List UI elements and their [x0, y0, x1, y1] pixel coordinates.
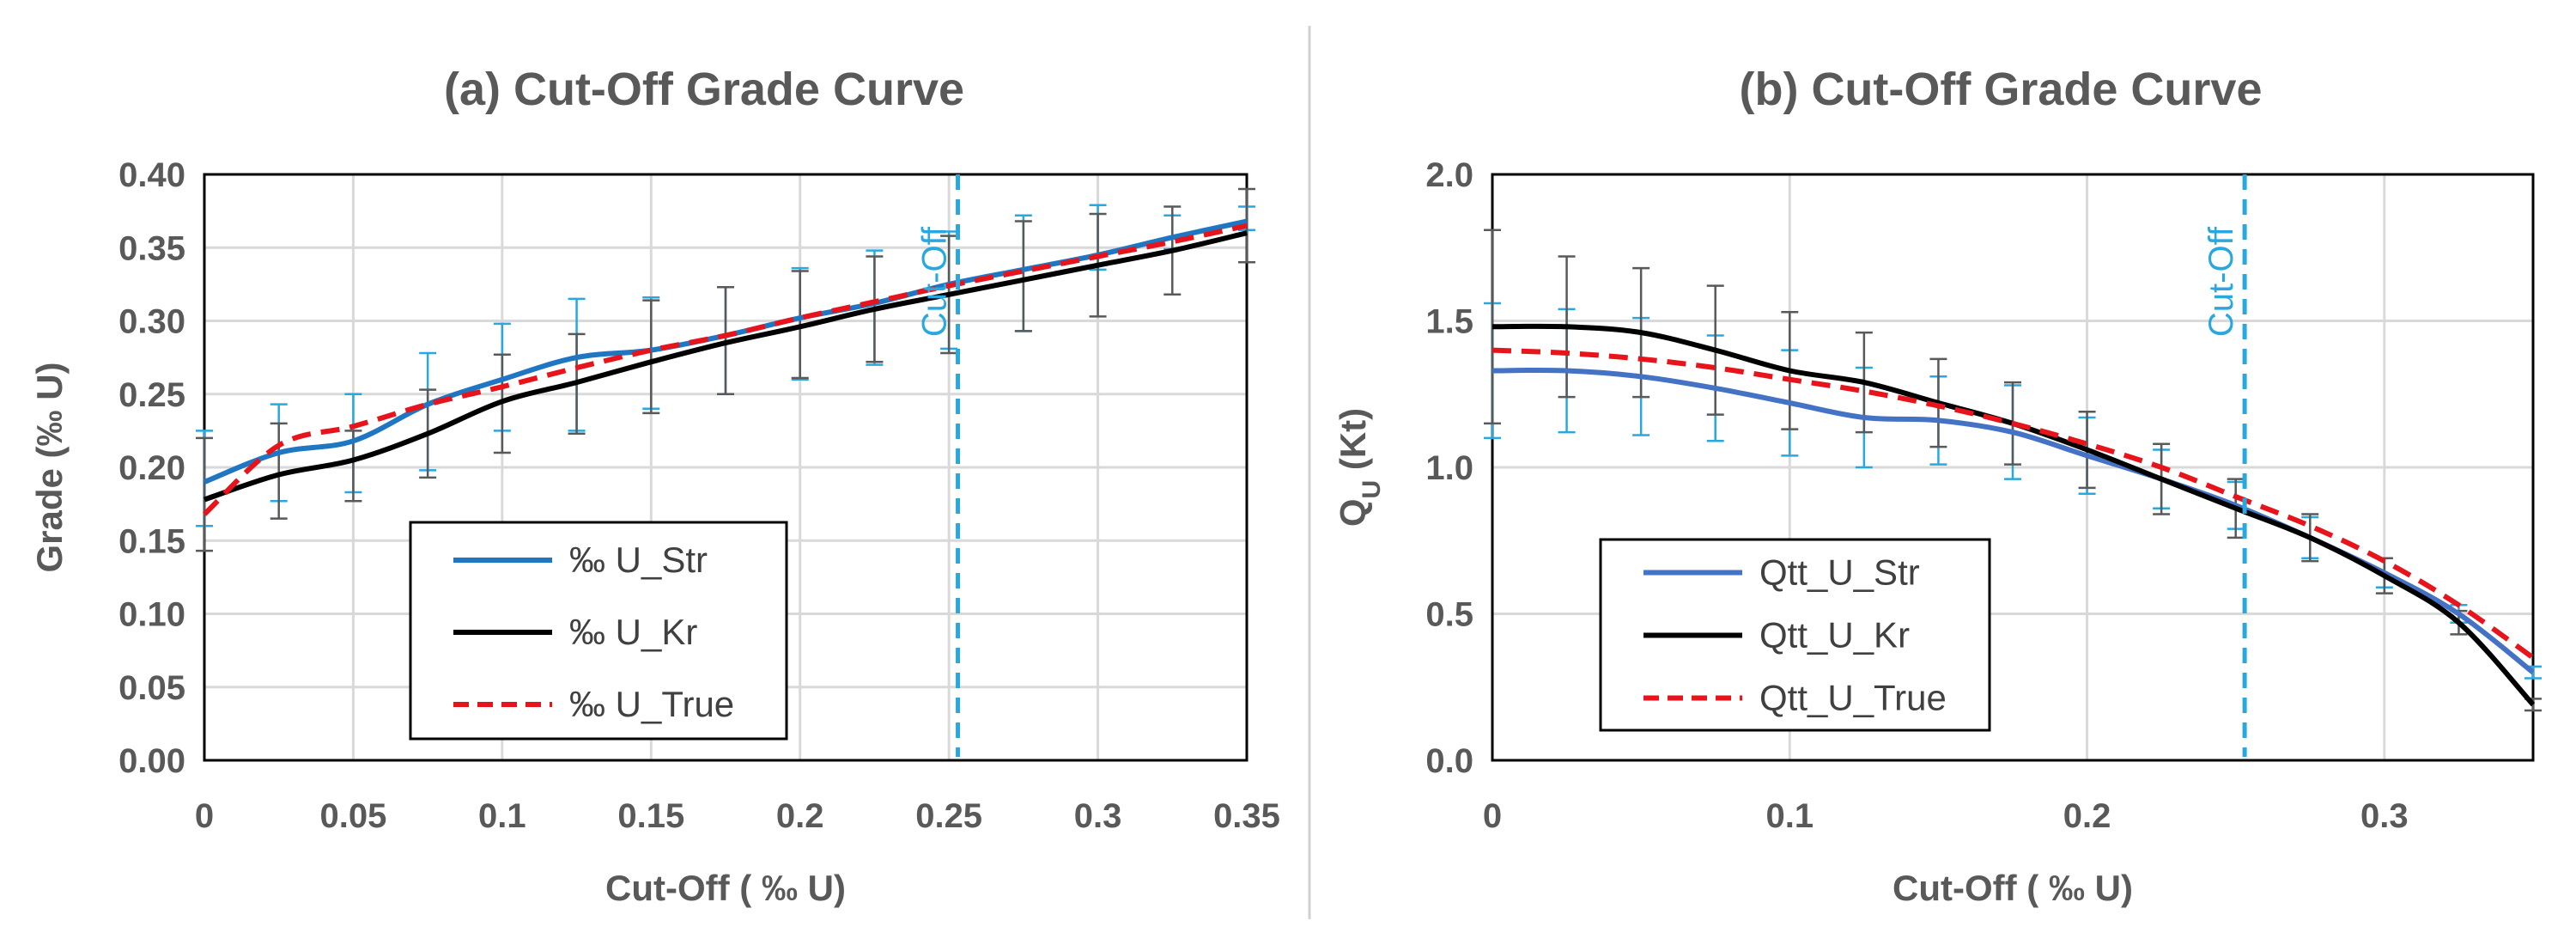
- legend-b: Qtt_U_Str Qtt_U_Kr Qtt_U_True: [1599, 538, 1991, 732]
- y-axis-label-sub-b: U: [1358, 480, 1386, 499]
- x-tick-label-a-7: 0.35: [1213, 797, 1280, 835]
- legend-label-a-u-true: ‰ U_True: [569, 684, 734, 724]
- x-tick-label-a-2: 0.1: [478, 797, 526, 835]
- y-axis-label-suffix-b: (Kt): [1333, 408, 1373, 480]
- series-line-a-u-true: [202, 223, 1248, 516]
- y-tick-label-a-7: 0.35: [118, 229, 185, 267]
- series-line-a-u-kr: [204, 230, 1248, 503]
- x-tick-label-a-5: 0.25: [915, 797, 982, 835]
- y-tick-label-b-3: 1.5: [1425, 303, 1473, 341]
- panel-b: (b) Cut-Off Grade Curve 0 0.1 0.2 0.3 0.0 0.5 1…: [1333, 64, 2542, 908]
- plot-area-b: [1491, 173, 2535, 762]
- y-tick-label-a-0: 0.00: [118, 742, 185, 780]
- y-tick-label-a-6: 0.30: [118, 303, 185, 341]
- x-axis-label-a: Cut-Off ( ‰ U): [605, 868, 846, 908]
- legend-label-a-u-str: ‰ U_Str: [569, 540, 708, 580]
- y-tick-label-b-4: 2.0: [1425, 156, 1473, 194]
- legend-a: ‰ U_Str ‰ U_Kr ‰ U_True: [409, 521, 788, 741]
- chart-title-a: (a) Cut-Off Grade Curve: [444, 64, 964, 115]
- legend-label-b-qtt-u-str: Qtt_U_Str: [1759, 552, 1920, 593]
- y-tick-label-a-4: 0.20: [118, 449, 185, 487]
- y-tick-label-a-3: 0.15: [118, 522, 185, 560]
- chart-title-b: (b) Cut-Off Grade Curve: [1739, 64, 2262, 115]
- y-tick-label-b-0: 0.0: [1425, 742, 1473, 780]
- x-tick-label-b-2: 0.2: [2063, 797, 2111, 835]
- y-axis-label-a: Grade (‰ U): [29, 362, 70, 572]
- cutoff-label-b: Cut-Off: [2202, 226, 2240, 337]
- y-axis-label-b: QU (Kt): [1333, 408, 1386, 527]
- y-axis-label-main-b: Q: [1333, 498, 1373, 527]
- x-tick-label-a-3: 0.15: [617, 797, 684, 835]
- series-line-b-qtt-u-true: [1492, 347, 2535, 661]
- x-tick-label-a-4: 0.2: [776, 797, 824, 835]
- y-tick-label-a-1: 0.05: [118, 669, 185, 707]
- y-tick-label-b-1: 0.5: [1425, 596, 1473, 634]
- panel-a: (a) Cut-Off Grade Curve 0 0.05 0.1 0.15 0.2 0.…: [29, 64, 1280, 908]
- x-tick-label-a-6: 0.3: [1074, 797, 1122, 835]
- legend-label-b-qtt-u-kr: Qtt_U_Kr: [1759, 615, 1910, 655]
- y-tick-label-b-2: 1.0: [1425, 449, 1473, 487]
- y-tick-label-a-2: 0.10: [118, 596, 185, 634]
- x-tick-label-b-0: 0: [1483, 797, 1502, 835]
- legend-label-b-qtt-u-true: Qtt_U_True: [1759, 678, 1947, 718]
- x-tick-label-a-0: 0: [195, 797, 214, 835]
- x-tick-label-a-1: 0.05: [319, 797, 386, 835]
- y-tick-label-a-5: 0.25: [118, 376, 185, 414]
- x-axis-label-b: Cut-Off ( ‰ U): [1893, 868, 2133, 908]
- y-tick-label-a-8: 0.40: [118, 156, 185, 194]
- x-tick-label-b-3: 0.3: [2360, 797, 2409, 835]
- cutoff-label-a: Cut-Off: [916, 226, 954, 337]
- legend-label-a-u-kr: ‰ U_Kr: [569, 612, 697, 652]
- x-tick-label-b-1: 0.1: [1765, 797, 1814, 835]
